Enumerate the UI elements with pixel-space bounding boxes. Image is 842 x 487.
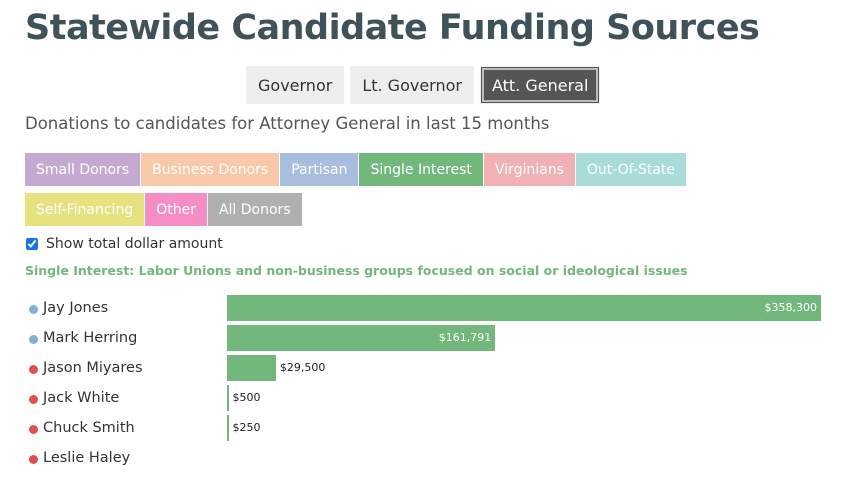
bar-value-label: $29,500 xyxy=(279,361,326,374)
filter-small-donors[interactable]: Small Donors xyxy=(25,153,141,186)
bar-value-label: $161,791 xyxy=(438,331,492,344)
page-title: Statewide Candidate Funding Sources xyxy=(25,8,760,48)
party-dot xyxy=(29,455,38,464)
filter-out-of-state[interactable]: Out-Of-State xyxy=(575,153,687,186)
bar-value-label: $358,300 xyxy=(764,301,818,314)
show-total-checkbox[interactable] xyxy=(26,238,38,250)
candidate-name: Mark Herring xyxy=(43,330,138,346)
filter-partisan[interactable]: Partisan xyxy=(280,153,359,186)
filter-all-donors[interactable]: All Donors xyxy=(207,193,302,226)
candidate-row: Leslie Haley xyxy=(25,444,825,474)
party-dot xyxy=(29,425,38,434)
candidate-row: Chuck Smith $250 xyxy=(25,414,825,444)
candidate-row: Jason Miyares $29,500 xyxy=(25,354,825,384)
filter-other[interactable]: Other xyxy=(145,193,207,226)
candidate-row: Mark Herring $161,791 xyxy=(25,324,825,354)
candidate-name: Jason Miyares xyxy=(43,360,143,376)
category-description: Single Interest: Labor Unions and non-bu… xyxy=(25,263,688,278)
chart-subtitle: Donations to candidates for Attorney Gen… xyxy=(25,114,550,133)
party-dot xyxy=(29,395,38,404)
show-total-label: Show total dollar amount xyxy=(46,236,223,252)
bar[interactable] xyxy=(227,355,276,381)
candidate-bar-chart: Jay Jones $358,300 Mark Herring $161,791 Jas… xyxy=(25,294,825,474)
bar-value-label: $500 xyxy=(232,391,261,404)
tab-lt-governor[interactable]: Lt. Governor xyxy=(350,66,474,104)
candidate-name: Jack White xyxy=(43,390,120,406)
bar[interactable] xyxy=(227,415,229,441)
donor-category-filters: Small Donors Business Donors Partisan Singl… xyxy=(25,153,805,226)
candidate-name: Leslie Haley xyxy=(43,450,131,466)
show-total-toggle[interactable]: Show total dollar amount xyxy=(25,236,223,252)
filter-self-financing[interactable]: Self-Financing xyxy=(25,193,145,226)
candidate-name: Jay Jones xyxy=(43,300,109,316)
party-dot xyxy=(29,365,38,374)
candidate-row: Jay Jones $358,300 xyxy=(25,294,825,324)
filter-virginians[interactable]: Virginians xyxy=(483,153,575,186)
party-dot xyxy=(29,335,38,344)
filter-business-donors[interactable]: Business Donors xyxy=(141,153,280,186)
candidate-name: Chuck Smith xyxy=(43,420,135,436)
party-dot xyxy=(29,305,38,314)
bar-value-label: $250 xyxy=(232,421,261,434)
bar[interactable] xyxy=(227,325,496,351)
candidate-row: Jack White $500 xyxy=(25,384,825,414)
bar[interactable] xyxy=(227,385,229,411)
filter-single-interest[interactable]: Single Interest xyxy=(359,153,483,186)
tab-att-general[interactable]: Att. General xyxy=(479,66,601,104)
tab-governor[interactable]: Governor xyxy=(246,66,345,104)
office-tabs: Governor Lt. Governor Att. General xyxy=(246,66,601,104)
bar[interactable] xyxy=(227,295,821,321)
